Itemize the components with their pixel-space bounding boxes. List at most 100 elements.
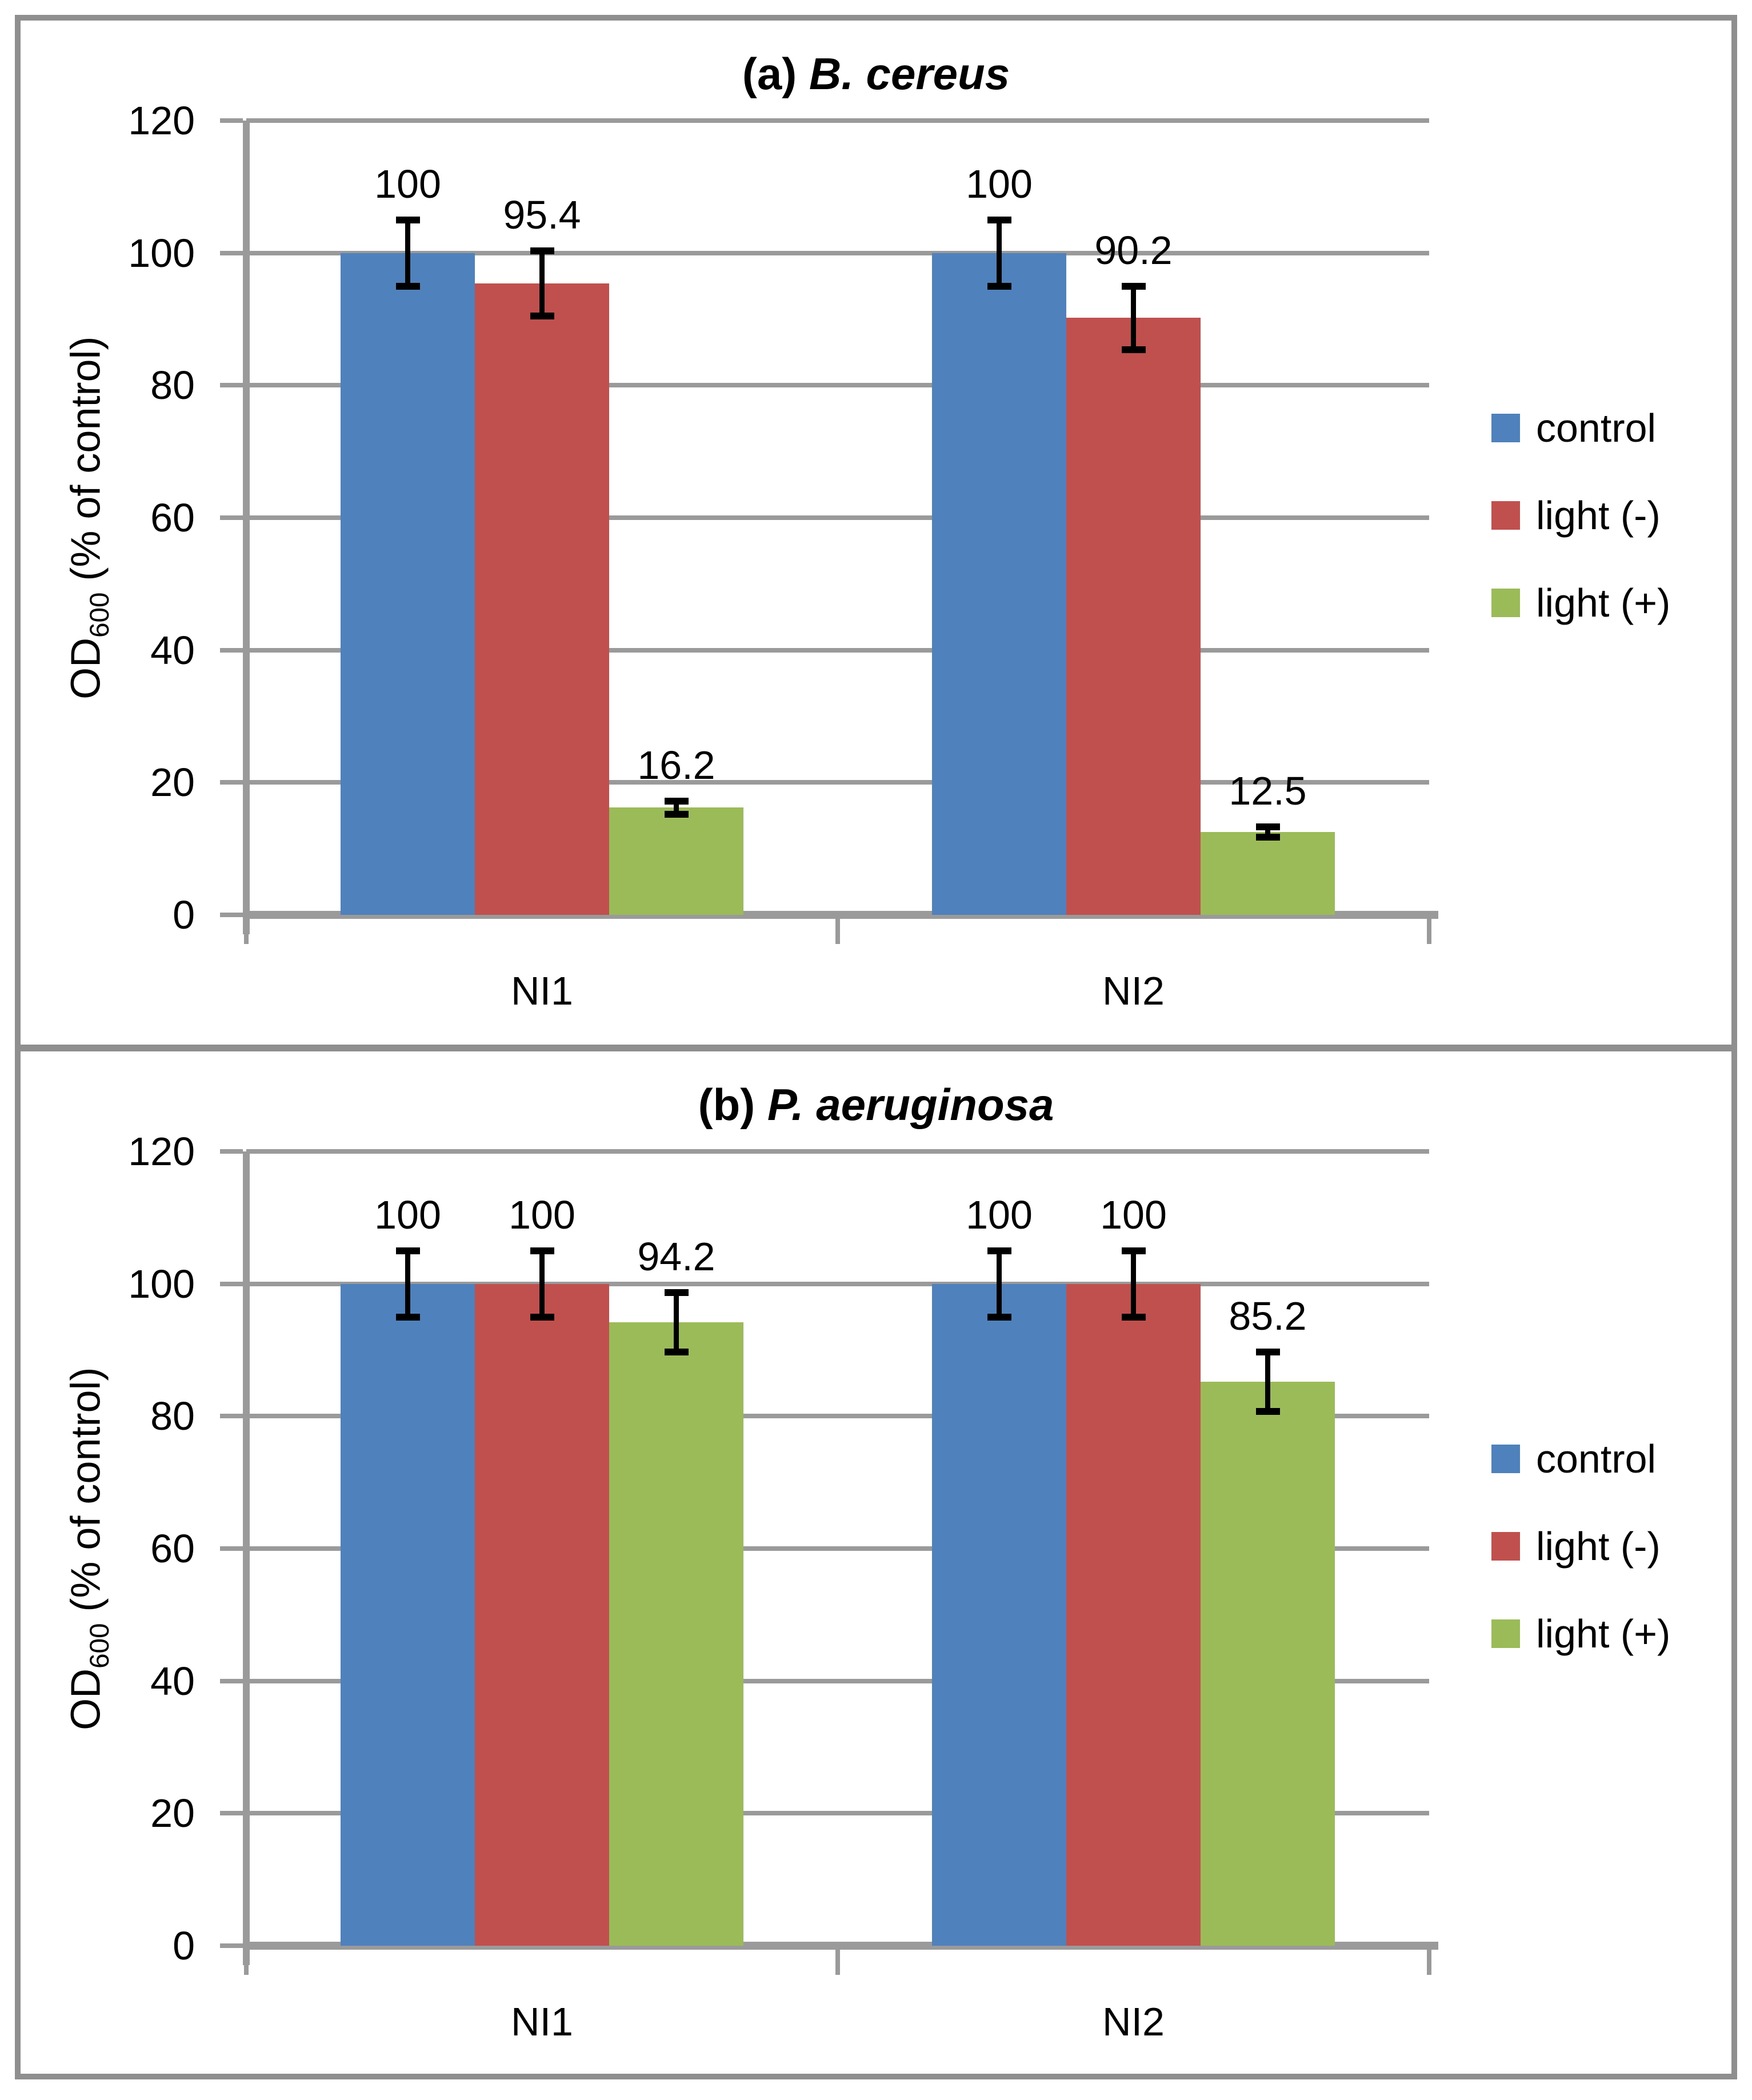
y-tick-label: 20: [150, 1791, 195, 1836]
y-tick-label: 100: [128, 230, 195, 275]
error-bar: [539, 251, 545, 316]
light-minus-swatch: [1491, 501, 1520, 530]
y-tick-label: 120: [128, 1129, 195, 1174]
value-label: 90.2: [1094, 227, 1173, 273]
value-label: 95.4: [503, 193, 581, 238]
legend-item-control: control: [1491, 402, 1670, 454]
legend-item-light-plus: light (+): [1491, 1608, 1670, 1659]
panel-b-title: (b) P. aeruginosa: [21, 1073, 1731, 1136]
x-axis-tick-2: [1427, 1950, 1431, 1975]
error-bar-cap-top: [664, 1289, 689, 1296]
error-bar-cap-top: [1121, 1247, 1146, 1254]
error-bar-cap-top: [664, 797, 689, 805]
category-label-NI1: NI1: [511, 969, 573, 1013]
error-bar: [997, 219, 1002, 286]
y-tick-label: 80: [150, 363, 195, 408]
light-minus-swatch: [1491, 1532, 1520, 1561]
y-axis-line: [243, 1151, 250, 1965]
y-axis-tick-0: [220, 1943, 243, 1948]
value-label: 94.2: [637, 1234, 715, 1279]
value-label: 100: [966, 161, 1033, 206]
error-bar-cap-bottom: [987, 1313, 1011, 1321]
legend-item-light-plus: light (+): [1491, 577, 1670, 629]
y-tick-label: 60: [150, 495, 195, 540]
y-tick-label: 120: [128, 98, 195, 143]
category-label-NI2: NI2: [1102, 1999, 1165, 2044]
y-tick-label: 20: [150, 760, 195, 805]
error-bar: [1131, 286, 1136, 350]
light-plus-swatch: [1491, 1619, 1520, 1648]
y-axis-tick-120: [220, 118, 243, 123]
error-bar-cap-bottom: [395, 282, 420, 290]
bar-light+-NI2: [1201, 832, 1335, 915]
panel-a-title: (a) B. cereus: [21, 42, 1731, 105]
error-bar: [674, 1292, 679, 1352]
value-label: 100: [374, 161, 441, 206]
y-axis-tick-80: [220, 383, 243, 388]
gridline-20: [246, 1811, 1429, 1816]
bar-light--NI1: [475, 1283, 609, 1946]
gridline-100: [246, 1281, 1429, 1286]
x-axis-tick-0: [244, 919, 249, 944]
error-bar-cap-bottom: [1121, 1313, 1146, 1321]
gridline-80: [246, 1414, 1429, 1419]
x-axis-tick-1: [835, 919, 840, 944]
gridline-60: [246, 515, 1429, 520]
legend-item-control: control: [1491, 1433, 1670, 1485]
value-label: 85.2: [1229, 1293, 1307, 1338]
error-bar-cap-bottom: [530, 312, 554, 319]
gridline-60: [246, 1546, 1429, 1551]
gridline-120: [246, 1149, 1429, 1154]
y-tick-label: 40: [150, 1658, 195, 1703]
y-tick-label: 40: [150, 627, 195, 673]
error-bar: [539, 1250, 545, 1317]
value-label: 100: [509, 1192, 575, 1237]
gridline-40: [246, 647, 1429, 653]
legend-label: light (-): [1536, 493, 1661, 538]
legend-item-light-minus: light (-): [1491, 490, 1670, 541]
gridline-20: [246, 780, 1429, 785]
legend-label: light (+): [1536, 1611, 1671, 1656]
error-bar: [405, 219, 410, 286]
bar-light+-NI1: [609, 1322, 743, 1946]
legend-label: control: [1536, 406, 1657, 450]
bar-light--NI2: [1066, 1283, 1201, 1946]
category-label-NI2: NI2: [1102, 969, 1165, 1013]
y-tick-label: 0: [173, 893, 195, 937]
gridline-80: [246, 383, 1429, 388]
y-axis-line: [243, 121, 250, 934]
y-axis-tick-60: [220, 515, 243, 520]
y-tick-label: 100: [128, 1261, 195, 1306]
category-label-NI1: NI1: [511, 1999, 573, 2044]
y-axis-tick-40: [220, 647, 243, 653]
light-plus-swatch: [1491, 589, 1520, 617]
legend-label: control: [1536, 1437, 1657, 1481]
panel-a: (a) B. cereus OD600 (% of control) 0 20 40…: [21, 21, 1731, 1045]
y-tick-label: 0: [173, 1923, 195, 1968]
panel-a-plot-area: 0 20 40 60 80 100 120 100 95.4 16.2 NI1 100 90.2 12.5…: [128, 98, 1438, 1013]
bar-control-NI1: [341, 253, 475, 915]
x-axis-tick-0: [244, 1950, 249, 1975]
legend-label: light (+): [1536, 581, 1671, 625]
y-tick-label: 60: [150, 1526, 195, 1571]
panel-b-legend: control light (-) light (+): [1491, 1433, 1670, 1695]
legend-label: light (-): [1536, 1524, 1661, 1569]
value-label: 12.5: [1229, 768, 1307, 813]
bar-light+-NI1: [609, 807, 743, 915]
figure-frame: (a) B. cereus OD600 (% of control) 0 20 40…: [15, 15, 1737, 2079]
error-bar-cap-top: [1121, 282, 1146, 290]
error-bar: [1265, 826, 1270, 838]
panel-a-title-species: B. cereus: [809, 49, 1010, 99]
y-axis-tick-120: [220, 1149, 243, 1154]
error-bar-cap-top: [987, 216, 1011, 223]
value-label: 100: [966, 1192, 1033, 1237]
error-bar-cap-bottom: [664, 1348, 689, 1355]
panel-a-legend: control light (-) light (+): [1491, 402, 1670, 665]
error-bar-cap-bottom: [1255, 1408, 1280, 1415]
y-axis-tick-100: [220, 1281, 243, 1286]
bar-control-NI1: [341, 1283, 475, 1946]
x-axis-tick-2: [1427, 919, 1431, 944]
error-bar-cap-top: [1255, 823, 1280, 830]
error-bar: [405, 1250, 410, 1317]
